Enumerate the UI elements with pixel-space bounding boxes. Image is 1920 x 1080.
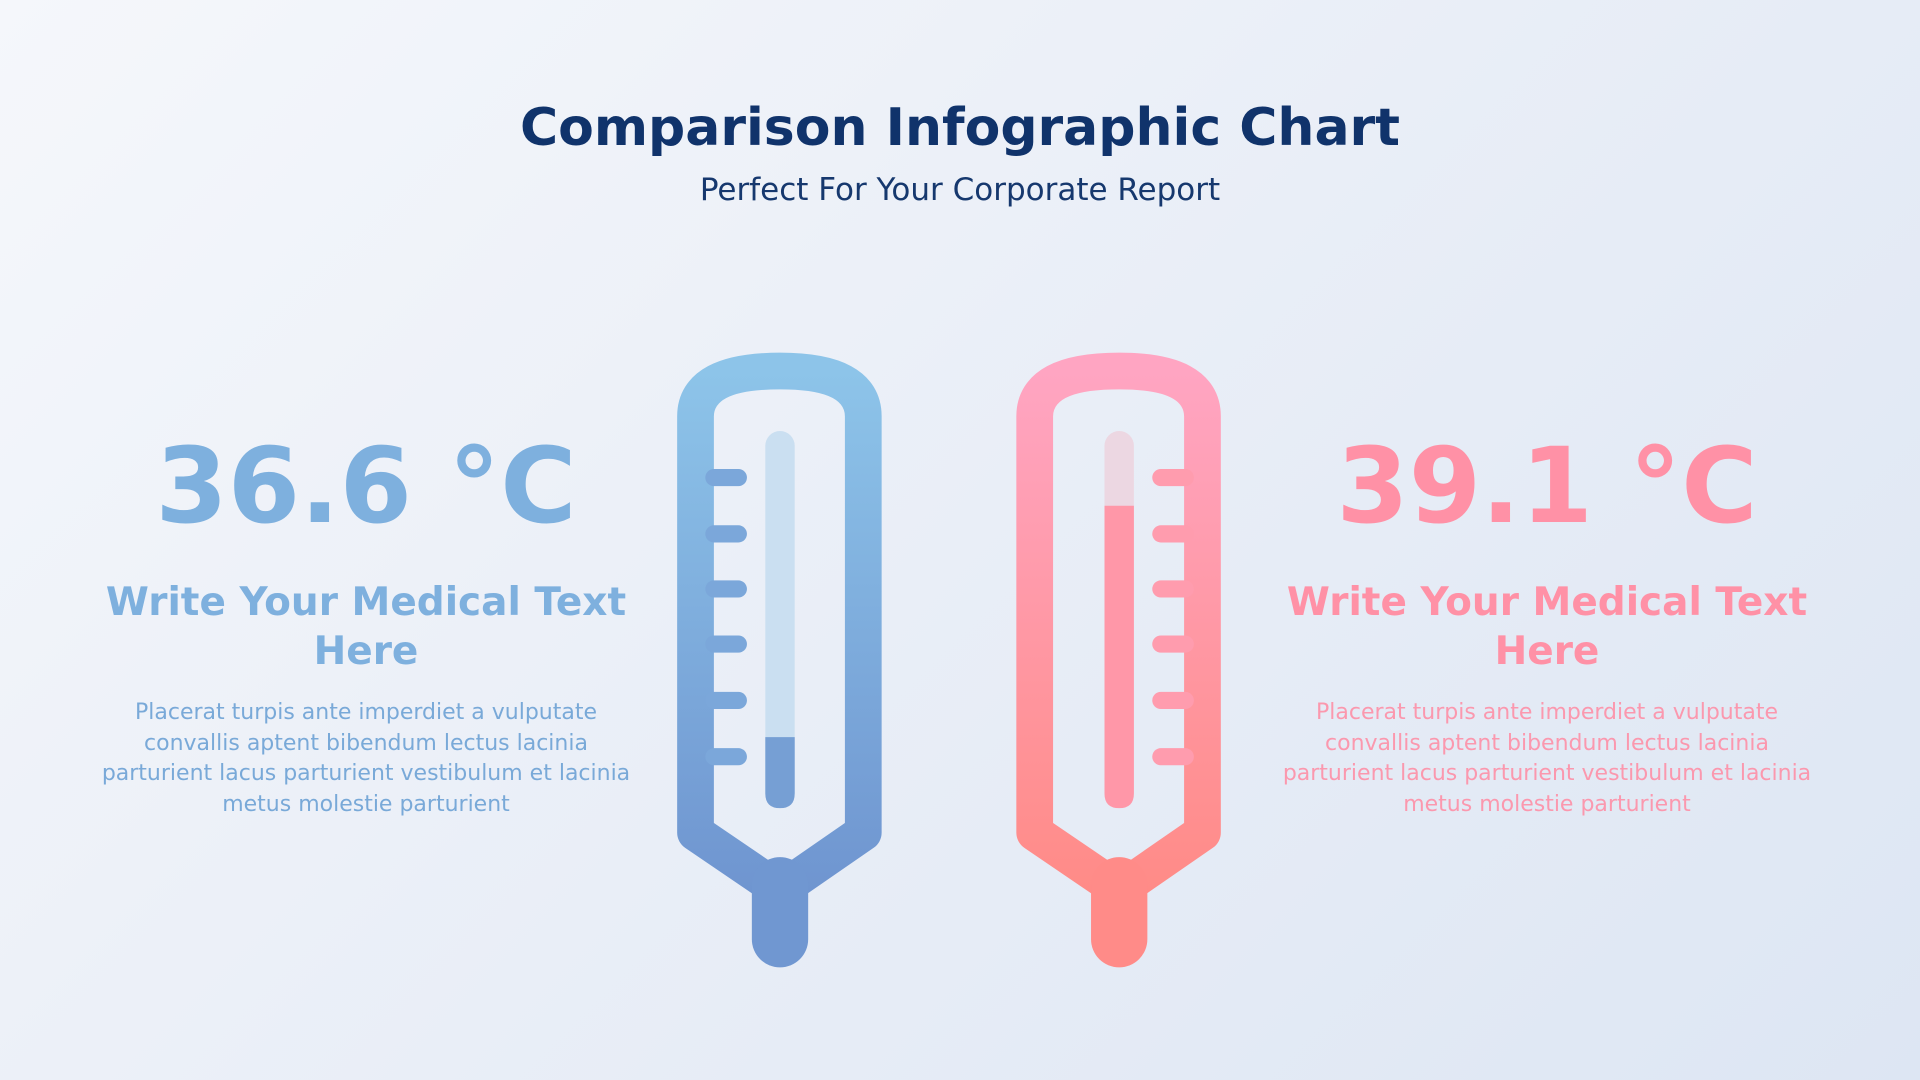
left-body: Placerat turpis ante imperdiet a vulputa… — [101, 700, 631, 817]
right-heading: Write Your Medical Text Here — [1286, 580, 1808, 674]
right-body: Placerat turpis ante imperdiet a vulputa… — [1282, 700, 1812, 817]
title: Comparison Infographic Chart — [519, 98, 1401, 158]
thermometer-left — [677, 352, 882, 968]
left-heading: Write Your Medical Text Here — [105, 580, 627, 674]
left-value: 36.6 °C — [155, 425, 577, 547]
right-value: 39.1 °C — [1336, 425, 1758, 547]
subtitle: Perfect For Your Corporate Report — [699, 172, 1221, 208]
thermometer-right — [1016, 352, 1221, 968]
